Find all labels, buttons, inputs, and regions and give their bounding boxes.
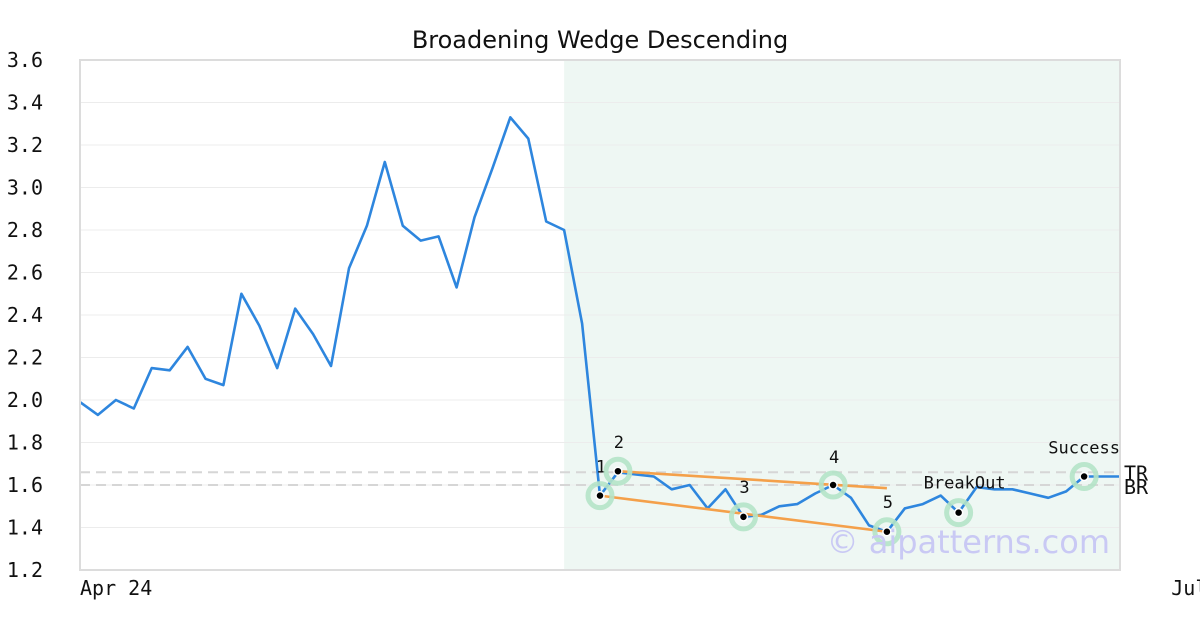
y-tick-label: 2.8 (7, 218, 43, 242)
y-tick-label: 3.4 (7, 91, 43, 115)
y-tick-label: 3.6 (7, 48, 43, 72)
x-tick-label: Jul 28 (1171, 576, 1200, 600)
marker-label: 1 (596, 458, 606, 478)
trendline-upper (617, 469, 887, 490)
marker-label: Success (1048, 439, 1120, 459)
y-tick-label: 2.6 (7, 261, 43, 285)
marker-ring (603, 456, 633, 486)
marker-label: 4 (829, 448, 839, 468)
marker-dot (595, 490, 605, 501)
marker-label: 2 (614, 433, 624, 453)
x-tick-label: Apr 24 (80, 576, 152, 600)
marker-label: 3 (739, 478, 749, 498)
y-tick-label: 3.2 (7, 133, 43, 157)
marker-ring (818, 470, 848, 500)
level-label-br: BR (1124, 475, 1149, 499)
marker-dot (953, 507, 964, 518)
marker-dot (882, 527, 892, 537)
y-tick-label: 3.0 (7, 176, 43, 200)
marker-dot (613, 466, 623, 476)
marker-label: BreakOut (924, 474, 1006, 494)
plot-area: 1.2 1.4 1.6 1.8 2.0 2.2 2.4 2.6 2.8 3.0 3.2 3.4 3.6 A… (7, 48, 1200, 600)
marker-dot (828, 480, 838, 490)
y-tick-label: 1.8 (7, 431, 43, 455)
marker-ring (585, 481, 615, 511)
y-tick-label: 2.2 (7, 346, 43, 370)
y-tick-label: 1.4 (7, 516, 43, 540)
chart-title: Broadening Wedge Descending (412, 26, 788, 54)
marker-ring (1069, 462, 1099, 491)
marker-ring (872, 517, 902, 547)
plot-frame (79, 59, 1121, 571)
marker-dot (738, 512, 749, 522)
marker-ring (728, 502, 758, 532)
marker-label: 5 (883, 493, 893, 513)
marker-ring (944, 498, 974, 528)
marker-dot (1079, 471, 1089, 482)
y-tick-label: 1.6 (7, 473, 43, 497)
y-tick-label: 2.0 (7, 388, 43, 412)
level-label-tr: TR (1124, 461, 1149, 485)
y-tick-label: 2.4 (7, 303, 43, 327)
watermark: © aipatterns.com (827, 523, 1110, 561)
y-tick-label: 1.2 (7, 558, 43, 582)
